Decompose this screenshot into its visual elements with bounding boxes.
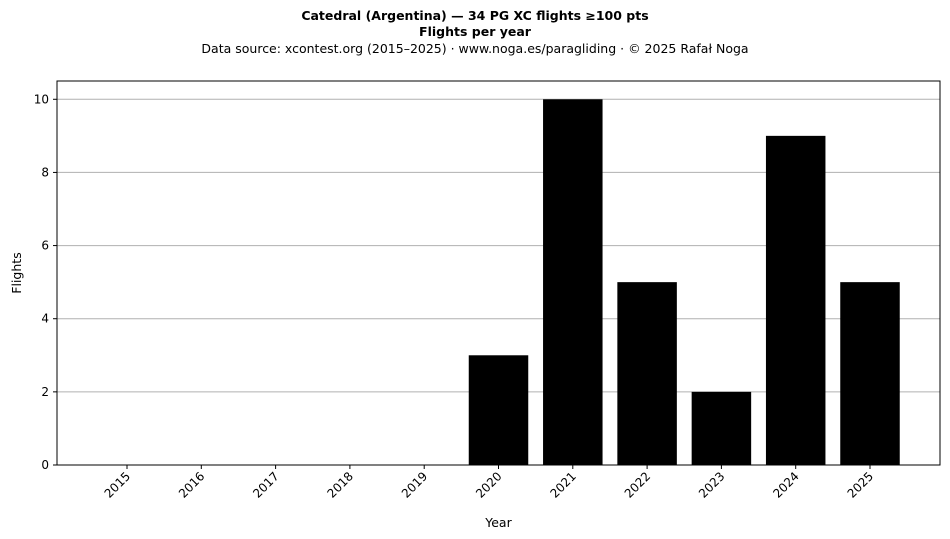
x-tick-label: 2016 [176, 469, 207, 500]
y-tick-label: 6 [41, 239, 49, 253]
bar-2020 [468, 355, 529, 465]
y-tick-label: 2 [41, 385, 49, 399]
bar-2023 [691, 391, 752, 465]
x-axis-label: Year [484, 515, 512, 530]
y-tick-label: 0 [41, 458, 49, 472]
x-tick-label: 2020 [473, 469, 504, 500]
x-tick-label: 2021 [547, 469, 578, 500]
y-tick-label: 8 [41, 165, 49, 179]
x-tick-label: 2024 [770, 469, 801, 500]
bar-2024 [765, 135, 826, 465]
bar-2025 [840, 282, 900, 465]
chart-subtitle: Flights per year [419, 24, 531, 39]
y-axis-label: Flights [9, 252, 24, 293]
x-tick-label: 2022 [622, 469, 653, 500]
x-tick-label: 2023 [696, 469, 727, 500]
chart-titles: Catedral (Argentina) — 34 PG XC flights … [0, 8, 950, 57]
y-tick-label: 4 [41, 312, 49, 326]
x-tick-label: 2017 [250, 469, 281, 500]
bar-2021 [543, 99, 603, 466]
x-tick-label: 2025 [845, 469, 876, 500]
bar-2022 [617, 282, 677, 465]
chart-source-note: Data source: xcontest.org (2015–2025) · … [201, 41, 749, 56]
x-tick-label: 2018 [325, 469, 356, 500]
x-tick-label: 2015 [102, 469, 133, 500]
x-tick-label: 2019 [399, 469, 430, 500]
y-tick-label: 10 [34, 92, 49, 106]
bars [468, 99, 900, 466]
chart-title: Catedral (Argentina) — 34 PG XC flights … [301, 8, 649, 23]
